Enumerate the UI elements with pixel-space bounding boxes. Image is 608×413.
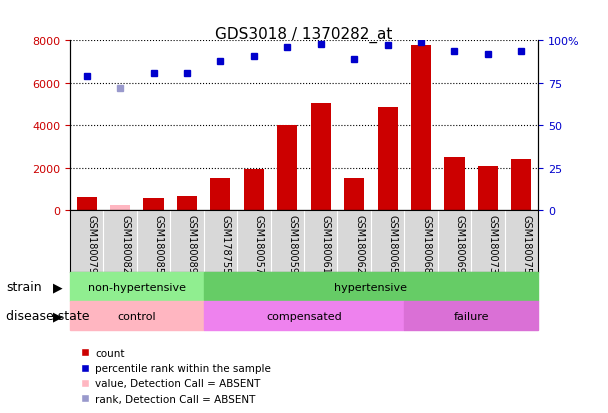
Text: GSM178755: GSM178755	[220, 215, 230, 274]
Bar	[444, 158, 465, 211]
Bar	[311, 104, 331, 211]
Text: GDS3018 / 1370282_at: GDS3018 / 1370282_at	[215, 27, 393, 43]
Bar	[204, 273, 538, 301]
Bar	[244, 169, 264, 211]
Text: control: control	[117, 311, 156, 321]
Text: compensated: compensated	[266, 311, 342, 321]
Text: GSM180075: GSM180075	[521, 215, 531, 274]
Bar	[277, 126, 297, 211]
Text: GSM180079: GSM180079	[86, 215, 97, 274]
Text: hypertensive: hypertensive	[334, 282, 407, 292]
Text: GSM180059: GSM180059	[287, 215, 297, 274]
Text: GSM180057: GSM180057	[254, 215, 264, 274]
Bar	[204, 301, 404, 330]
Legend: count, percentile rank within the sample, value, Detection Call = ABSENT, rank, : count, percentile rank within the sample…	[75, 344, 275, 408]
Bar	[110, 205, 130, 211]
Bar	[411, 45, 431, 211]
Text: GSM180069: GSM180069	[454, 215, 465, 274]
Text: GSM180085: GSM180085	[153, 215, 164, 274]
Bar	[70, 273, 204, 301]
Text: ▶: ▶	[53, 280, 63, 294]
Text: GSM180062: GSM180062	[354, 215, 364, 274]
Bar	[344, 179, 364, 211]
Bar	[404, 301, 538, 330]
Bar	[210, 179, 230, 211]
Text: strain: strain	[6, 280, 42, 294]
Text: GSM180065: GSM180065	[388, 215, 398, 274]
Text: disease state: disease state	[6, 309, 89, 323]
Bar	[378, 108, 398, 211]
Text: GSM180073: GSM180073	[488, 215, 498, 274]
Bar	[143, 198, 164, 211]
Text: failure: failure	[454, 311, 489, 321]
Bar	[478, 166, 498, 211]
Text: GSM180068: GSM180068	[421, 215, 431, 274]
Text: GSM180082: GSM180082	[120, 215, 130, 274]
Text: ▶: ▶	[53, 309, 63, 323]
Text: GSM180061: GSM180061	[321, 215, 331, 274]
Bar	[177, 197, 197, 211]
Bar	[511, 160, 531, 211]
Bar	[77, 198, 97, 211]
Bar	[70, 301, 204, 330]
Text: non-hypertensive: non-hypertensive	[88, 282, 186, 292]
Text: GSM180089: GSM180089	[187, 215, 197, 274]
